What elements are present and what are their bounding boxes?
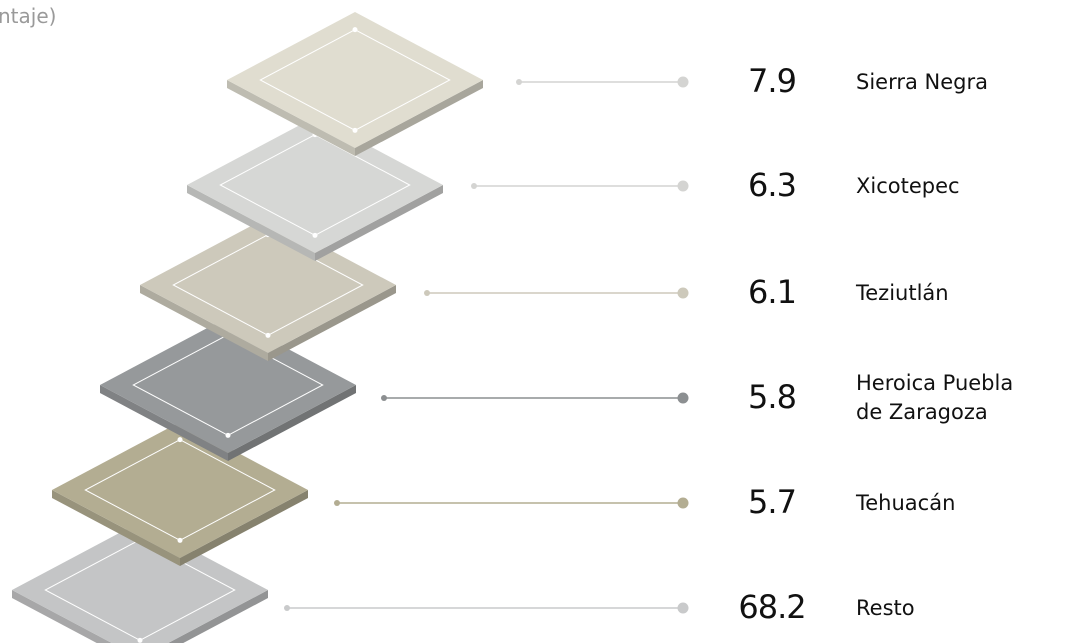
layer-dot (352, 27, 358, 33)
layer-side-right (355, 80, 483, 156)
label: Heroica Puebla de Zaragoza (856, 371, 1014, 424)
connector-dot (677, 180, 689, 192)
layer-dot (225, 432, 231, 438)
connector-dot (677, 76, 689, 88)
title: ntaje) (0, 4, 57, 28)
layer-side-right (315, 185, 443, 261)
connector-dot (334, 500, 340, 506)
layer-top (52, 422, 308, 558)
connector-dot (516, 79, 522, 85)
value: 68.2 (738, 588, 806, 626)
layer-side-left (100, 385, 228, 461)
value: 5.8 (748, 378, 797, 416)
layer-dot (312, 232, 318, 238)
label: Tehuacán (856, 490, 956, 515)
layer-dot (177, 437, 183, 443)
layer-top (227, 12, 483, 148)
layer-top (187, 117, 443, 253)
label: Sierra Negra (856, 69, 988, 94)
layer-side-left (187, 185, 315, 261)
connector-dot (677, 392, 689, 404)
layer-side-right (228, 385, 356, 461)
connector-dot (677, 287, 689, 299)
layer-side-right (180, 490, 308, 566)
connector-dot (677, 497, 689, 509)
layer-top (12, 522, 268, 643)
connector-dot (471, 183, 477, 189)
layer-dot (352, 127, 358, 133)
layer-dot (137, 637, 143, 643)
layer-dot (265, 332, 271, 338)
value: 6.1 (748, 273, 797, 311)
value: 7.9 (748, 62, 797, 100)
connector-dot (381, 395, 387, 401)
layer-side-left (52, 490, 180, 566)
label: Teziutlán (856, 280, 949, 305)
label: Xicotepec (856, 173, 960, 198)
label: Resto (856, 595, 915, 620)
layer-top (100, 317, 356, 453)
value: 6.3 (748, 166, 797, 204)
value: 5.7 (748, 483, 797, 521)
layer-side-right (268, 285, 396, 361)
connector-dot (677, 602, 689, 614)
connector-dot (284, 605, 290, 611)
layer-side-left (140, 285, 268, 361)
connector-dot (424, 290, 430, 296)
layer-dot (177, 537, 183, 543)
layer-side-left (227, 80, 355, 156)
